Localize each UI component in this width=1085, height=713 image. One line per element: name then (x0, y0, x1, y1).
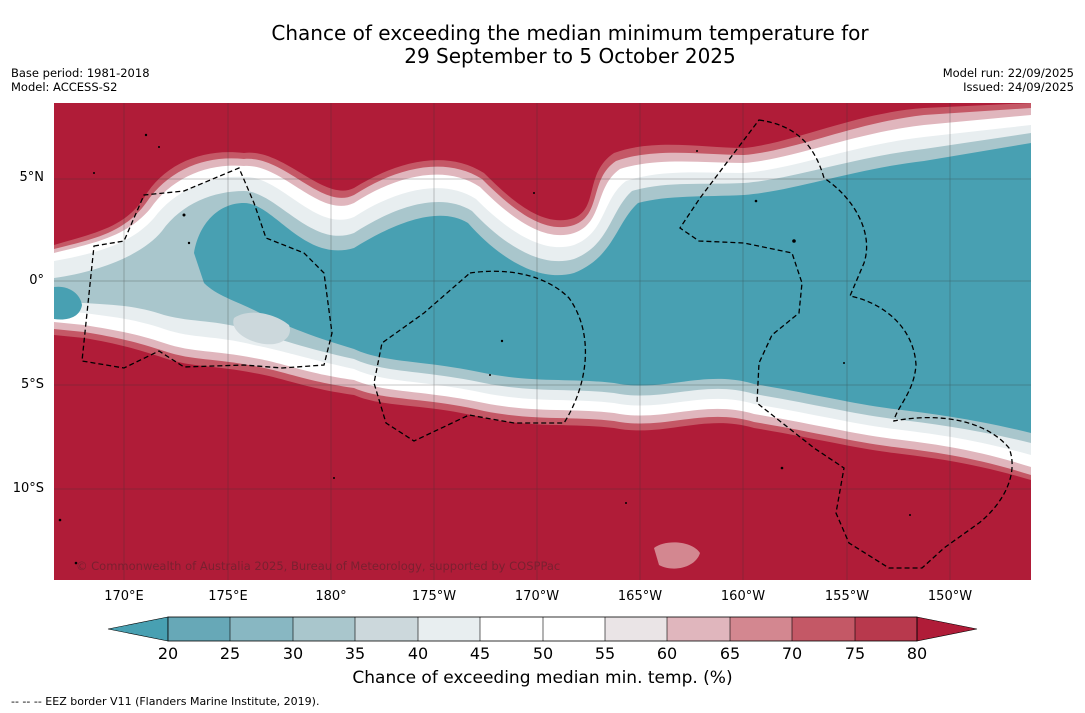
colorbar-tick-80: 80 (906, 644, 928, 663)
cool-patch-west (54, 286, 82, 320)
issued-date: Issued: 24/09/2025 (963, 80, 1074, 94)
cool-anomaly-region (194, 143, 1031, 433)
islands (58, 133, 911, 565)
eez-borders (81, 119, 1013, 569)
colorbar-seg-65-70 (730, 617, 792, 641)
colorbar-seg-70-75 (792, 617, 855, 641)
colorbar-tick-75: 75 (844, 644, 866, 663)
colorbar-tick-50: 50 (532, 644, 554, 663)
lon-label-155w: 155°W (824, 589, 870, 604)
colorbar-seg-50-55 (543, 617, 605, 641)
colorbar-tick-40: 40 (407, 644, 429, 663)
colorbar-tick-45: 45 (469, 644, 491, 663)
model-run: Model run: 22/09/2025 (942, 66, 1074, 80)
lon-label-165w: 165°W (617, 589, 663, 604)
lon-label-170e: 170°E (104, 589, 144, 604)
colorbar-seg-20-25 (168, 617, 230, 641)
colorbar-tick-55: 55 (594, 644, 616, 663)
colorbar-seg-45-50 (480, 617, 543, 641)
colorbar-seg-75-80 (855, 617, 917, 641)
lat-label-equator: 0° (29, 273, 44, 288)
lon-label-170w: 170°W (514, 589, 560, 604)
copyright-notice: © Commonwealth of Australia 2025, Bureau… (76, 559, 560, 573)
title-line-1: Chance of exceeding the median minimum t… (271, 21, 869, 45)
colorbar-tick-25: 25 (219, 644, 241, 663)
lon-label-180: 180° (315, 589, 347, 604)
lon-label-175w: 175°W (411, 589, 457, 604)
colorbar-seg-35-40 (355, 617, 418, 641)
colorbar-seg-55-60 (605, 617, 667, 641)
colorbar-seg-60-65 (667, 617, 730, 641)
pink-patch-south (654, 542, 700, 569)
lon-label-160w: 160°W (720, 589, 766, 604)
base-period: Base period: 1981-2018 (11, 66, 150, 80)
colorbar-tick-60: 60 (656, 644, 678, 663)
colorbar (107, 616, 978, 642)
light-patch (233, 312, 290, 345)
colorbar-tick-35: 35 (344, 644, 366, 663)
meta-left: Base period: 1981-2018 Model: ACCESS-S2 (11, 66, 150, 94)
lon-label-175e: 175°E (208, 589, 248, 604)
eez-kiribati-gilbert (81, 167, 333, 369)
lat-label-5s: 5°S (20, 377, 44, 392)
colorbar-tick-30: 30 (282, 644, 304, 663)
chart-title: Chance of exceeding the median minimum t… (0, 22, 1085, 68)
colorbar-tick-65: 65 (719, 644, 741, 663)
graticule (54, 103, 1031, 580)
colorbar-dividers (229, 617, 856, 641)
colorbar-label: Chance of exceeding median min. temp. (%… (352, 668, 733, 688)
colorbar-high-arrow (916, 616, 978, 642)
colorbar-outline (167, 616, 918, 642)
lat-label-10s: 10°S (12, 481, 44, 496)
lat-label-5n: 5°N (19, 170, 45, 185)
colorbar-tick-70: 70 (781, 644, 803, 663)
colorbar-low-arrow (107, 616, 169, 642)
colorbar-tick-20: 20 (157, 644, 179, 663)
forecast-map[interactable]: © Commonwealth of Australia 2025, Bureau… (54, 103, 1031, 580)
colorbar-seg-30-35 (293, 617, 355, 641)
eez-legend: -- -- -- EEZ border V11 (Flanders Marine… (11, 695, 320, 708)
colorbar-seg-40-45 (418, 617, 480, 641)
colorbar-seg-25-30 (230, 617, 293, 641)
title-line-2: 29 September to 5 October 2025 (404, 44, 736, 68)
model-name: Model: ACCESS-S2 (11, 80, 118, 94)
meta-right: Model run: 22/09/2025 Issued: 24/09/2025 (943, 66, 1074, 94)
lon-label-150w: 150°W (927, 589, 973, 604)
